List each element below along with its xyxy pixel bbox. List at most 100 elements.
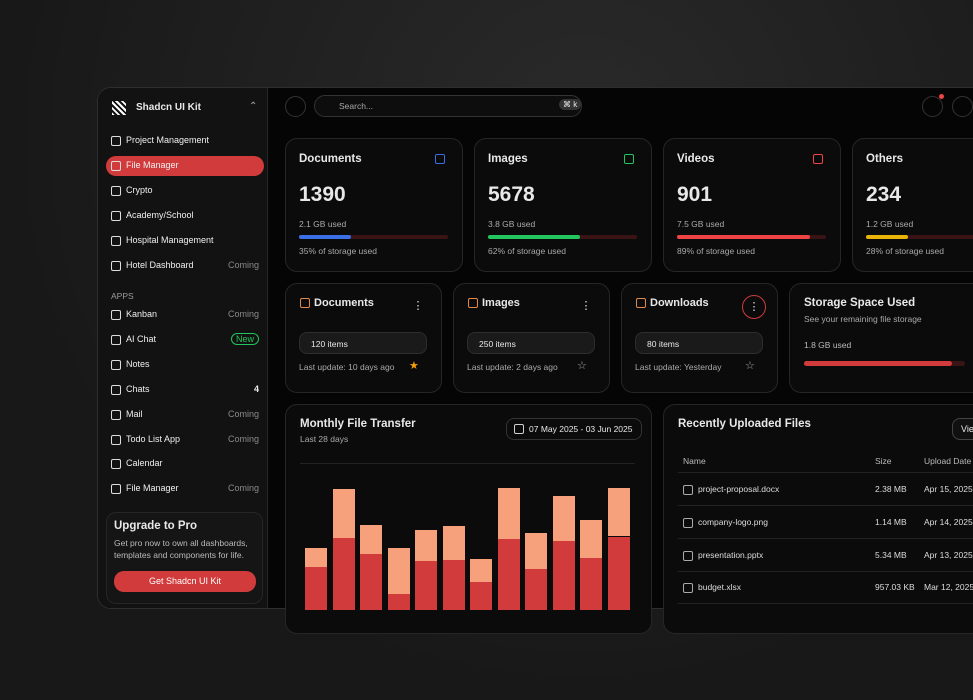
icon <box>111 136 121 146</box>
stat-percent: 89% of storage used <box>677 246 755 256</box>
stat-count: 234 <box>866 183 902 206</box>
nav-item[interactable]: Notes <box>126 358 150 369</box>
icon <box>300 298 310 308</box>
icon <box>683 550 693 561</box>
icon <box>514 424 524 434</box>
section-title: APPS <box>111 291 134 301</box>
star[interactable]: ★ <box>409 360 419 372</box>
folder-items: 250 items <box>467 332 595 354</box>
stat-percent: 35% of storage used <box>299 246 377 256</box>
folder-items: 120 items <box>299 332 427 354</box>
brand: Shadcn UI Kit <box>136 102 202 113</box>
nav-item[interactable]: Hotel Dashboard <box>126 259 194 270</box>
bar-segment <box>305 566 327 610</box>
nav-item[interactable]: File Manager <box>126 483 179 494</box>
bar-segment <box>497 539 520 610</box>
folder-items: 80 items <box>635 332 763 354</box>
stat-card <box>474 138 652 272</box>
nav-item[interactable]: Kanban <box>126 309 158 319</box>
stat-used: 2.1 GB used <box>299 219 347 229</box>
icon <box>435 154 445 164</box>
nav-item[interactable]: Calendar <box>126 458 163 469</box>
bar-segment <box>470 559 492 582</box>
nav-item[interactable]: File Manager <box>126 159 179 170</box>
notifications[interactable] <box>922 96 943 117</box>
nav-badge: Coming <box>227 309 259 319</box>
search-shortcut: ⌘ k <box>559 99 582 110</box>
nav-badge: Coming <box>227 259 259 270</box>
nav-item[interactable]: Todo List App <box>126 433 181 444</box>
cell: 5.34 MB <box>875 549 907 560</box>
sidebar-toggle[interactable] <box>285 96 306 117</box>
folder-menu[interactable]: ⋮ <box>580 300 592 312</box>
nav-item[interactable]: Project Management <box>126 135 210 145</box>
nav-item[interactable]: Academy/School <box>126 209 194 220</box>
bar-segment <box>552 541 575 610</box>
nav-item[interactable]: Mail <box>126 408 143 419</box>
row-divider <box>678 537 973 539</box>
icon <box>111 484 121 495</box>
view-button[interactable]: View <box>952 418 973 440</box>
icon <box>111 260 121 271</box>
search-box[interactable] <box>314 95 582 117</box>
cell: Apr 14, 2025 <box>924 516 973 527</box>
bar-segment <box>497 488 520 540</box>
column-header: Upload Date <box>924 456 972 466</box>
icon <box>683 583 693 594</box>
stat-count: 901 <box>677 183 713 206</box>
nav-item[interactable]: Crypto <box>126 184 153 195</box>
nav-item[interactable]: Chats <box>126 383 150 394</box>
bar-segment <box>387 548 410 595</box>
bar-segment <box>442 560 465 610</box>
nav-badge: 4 <box>253 383 259 394</box>
bar-segment <box>470 581 492 610</box>
folder-name: Documents <box>314 297 374 309</box>
progress-bar <box>677 235 810 239</box>
stat-percent: 28% of storage used <box>866 246 944 256</box>
nav-active[interactable] <box>106 155 264 176</box>
nav-item[interactable]: Hospital Management <box>126 234 214 245</box>
switcher[interactable]: ⌃ <box>249 101 258 112</box>
upgrade-button[interactable]: Get Shadcn UI Kit <box>114 571 256 592</box>
folder-menu[interactable]: ⋮ <box>412 300 424 312</box>
star[interactable]: ☆ <box>577 360 587 372</box>
icon <box>111 434 121 445</box>
bar-segment <box>387 594 410 610</box>
transfer-title: Monthly File Transfer <box>300 418 416 430</box>
folder-menu[interactable]: ⋮ <box>742 295 766 319</box>
icon <box>111 359 121 370</box>
bar-segment <box>442 525 465 561</box>
icon <box>111 310 121 320</box>
bar-segment <box>332 489 355 539</box>
icon <box>111 185 121 196</box>
bar-segment <box>332 538 355 610</box>
folder-name: Images <box>482 297 520 309</box>
upgrade-text: Get pro now to own all dashboards, templ… <box>114 538 248 560</box>
row-divider <box>678 505 973 506</box>
icon <box>683 485 693 495</box>
row-divider <box>678 570 973 572</box>
date-range[interactable]: 07 May 2025 - 03 Jun 2025 <box>506 418 642 440</box>
nav-badge: Coming <box>227 483 259 494</box>
stat-used: 1.2 GB used <box>866 219 914 229</box>
icon <box>683 517 693 528</box>
stat-title: Others <box>866 153 904 165</box>
stat-title: Documents <box>299 153 362 165</box>
icon <box>111 235 121 246</box>
column-header: Size <box>875 456 892 466</box>
stat-used: 7.5 GB used <box>677 219 725 229</box>
folder-updated: Last update: 10 days ago <box>299 362 395 372</box>
cell: company-logo.png <box>698 516 768 527</box>
recent-title: Recently Uploaded Files <box>678 418 811 430</box>
storage-used: 1.8 GB used <box>804 340 852 350</box>
cell: presentation.pptx <box>698 549 764 560</box>
bar-segment <box>580 519 602 559</box>
cell: budget.xlsx <box>698 582 741 593</box>
bar-segment <box>580 558 602 610</box>
storage-card <box>789 283 973 393</box>
stat-card <box>663 138 841 272</box>
star[interactable]: ☆ <box>745 360 755 372</box>
nav-item[interactable]: AI Chat <box>126 333 157 344</box>
settings[interactable] <box>952 96 973 117</box>
